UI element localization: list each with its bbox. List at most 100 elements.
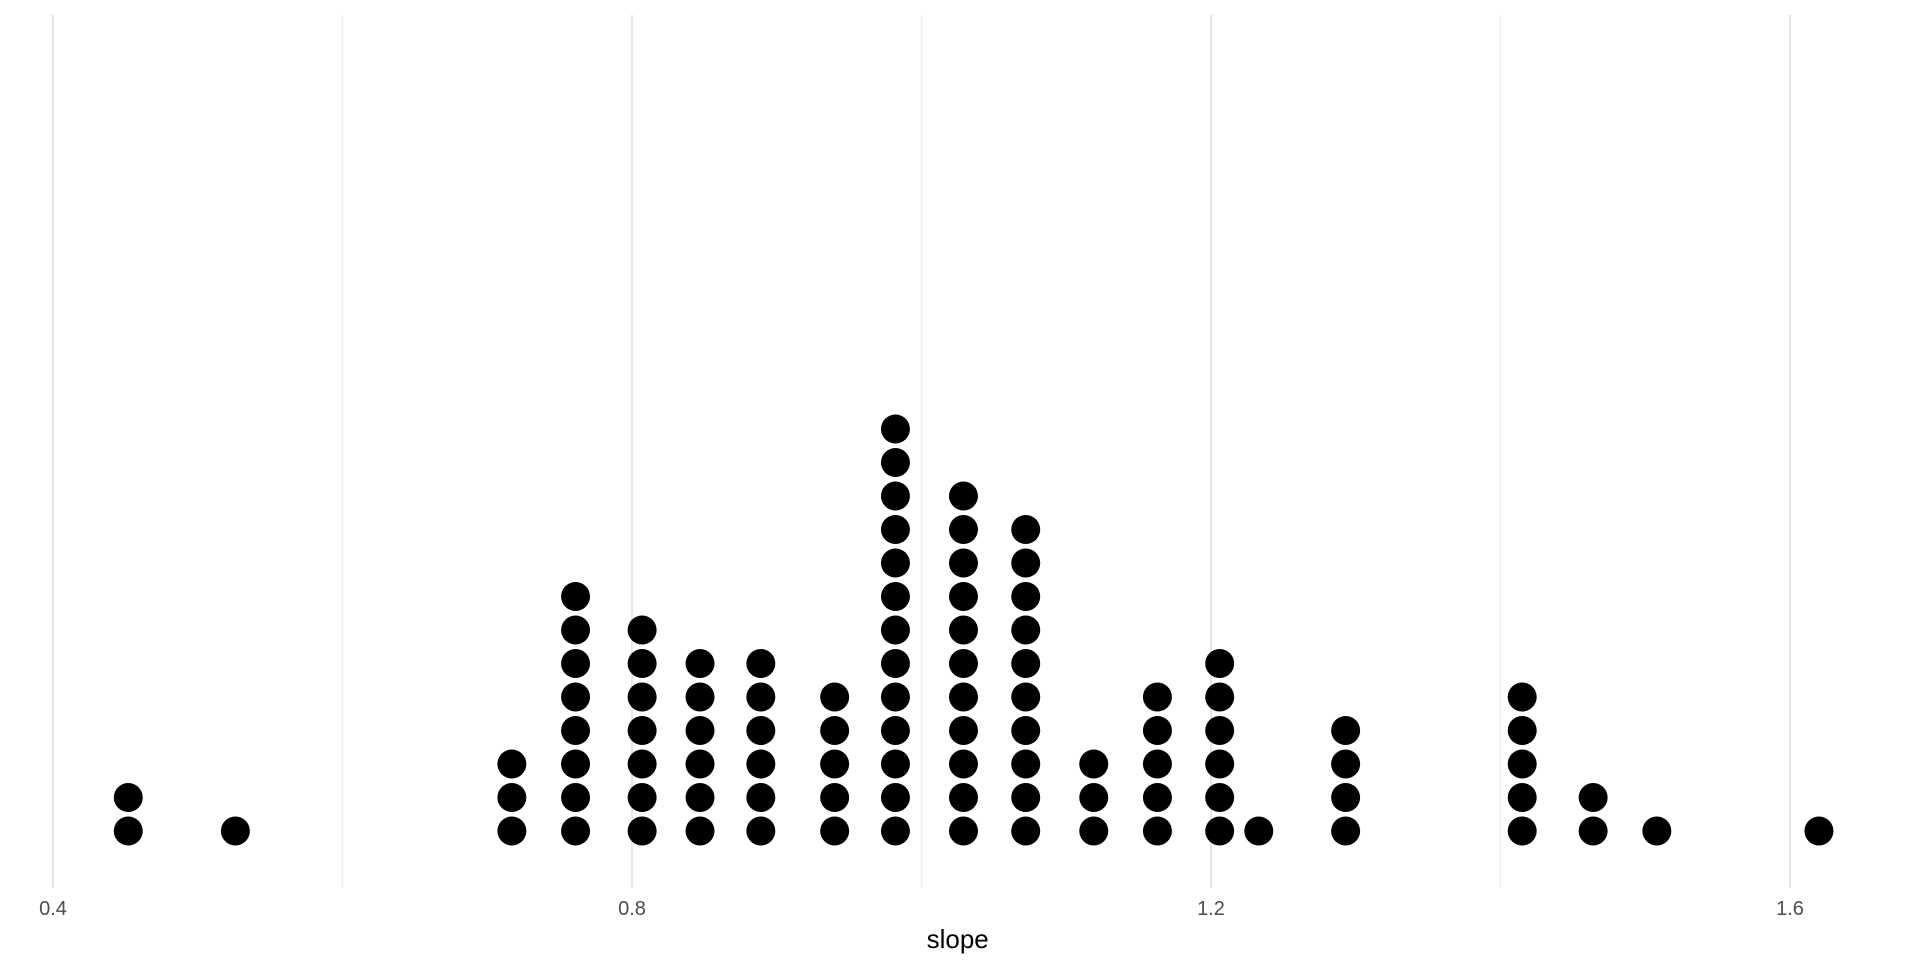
data-point	[880, 615, 910, 645]
dot-stack-10	[1011, 515, 1041, 846]
data-point	[880, 682, 910, 712]
data-point	[948, 783, 978, 812]
data-point	[1331, 716, 1361, 745]
dot-stack-13	[1205, 649, 1235, 846]
data-point	[685, 783, 715, 812]
data-point	[820, 682, 850, 712]
data-point	[746, 749, 776, 779]
dot-layer	[113, 414, 1834, 846]
data-point	[948, 582, 978, 611]
data-point	[1142, 783, 1172, 812]
data-point	[627, 783, 657, 812]
data-point	[948, 649, 978, 678]
data-point	[1578, 816, 1608, 846]
dot-stack-3	[561, 582, 591, 846]
data-point	[880, 582, 910, 611]
data-point	[746, 783, 776, 812]
data-point	[1011, 716, 1041, 745]
x-tick-labels: 0.4 0.8 1.2 1.6	[39, 898, 1804, 920]
data-point	[1507, 816, 1537, 846]
data-point	[497, 749, 527, 779]
x-tick-label: 0.8	[618, 898, 646, 920]
data-point	[880, 515, 910, 544]
data-point	[1011, 682, 1041, 712]
data-point	[561, 682, 591, 712]
data-point	[948, 615, 978, 645]
data-point	[880, 649, 910, 678]
x-axis-title: slope	[927, 924, 989, 954]
data-point	[880, 816, 910, 846]
x-tick-label: 1.2	[1197, 898, 1225, 920]
data-point	[1011, 816, 1041, 846]
data-point	[627, 649, 657, 678]
data-point	[1011, 749, 1041, 779]
data-point	[561, 749, 591, 779]
data-point	[113, 783, 143, 812]
data-point	[561, 582, 591, 611]
data-point	[820, 749, 850, 779]
dot-stack-4	[627, 615, 657, 846]
x-tick-label: 0.4	[39, 898, 67, 920]
data-point	[1507, 783, 1537, 812]
data-point	[1205, 749, 1235, 779]
data-point	[820, 783, 850, 812]
data-point	[948, 481, 978, 511]
minor-gridlines	[341, 15, 1502, 888]
data-point	[1642, 816, 1672, 846]
major-gridlines	[52, 15, 1791, 888]
data-point	[627, 816, 657, 846]
data-point	[497, 816, 527, 846]
data-point	[746, 816, 776, 846]
data-point	[880, 716, 910, 745]
data-point	[561, 716, 591, 745]
data-point	[561, 649, 591, 678]
data-point	[880, 749, 910, 779]
data-point	[685, 816, 715, 846]
data-point	[1079, 816, 1109, 846]
x-tick-label: 1.6	[1776, 898, 1804, 920]
data-point	[746, 716, 776, 745]
data-point	[220, 816, 250, 846]
data-point	[561, 816, 591, 846]
data-point	[627, 716, 657, 745]
data-point	[561, 615, 591, 645]
data-point	[685, 649, 715, 678]
data-point	[948, 749, 978, 779]
dot-stack-6	[746, 649, 776, 846]
data-point	[1244, 816, 1274, 846]
data-point	[1507, 716, 1537, 745]
dot-stack-1	[220, 816, 250, 846]
dot-stack-19	[1804, 816, 1834, 846]
data-point	[1079, 783, 1109, 812]
data-point	[1205, 716, 1235, 745]
data-point	[746, 649, 776, 678]
data-point	[1804, 816, 1834, 846]
data-point	[1011, 615, 1041, 645]
dot-stack-5	[685, 649, 715, 846]
data-point	[1578, 783, 1608, 812]
data-point	[1331, 783, 1361, 812]
data-point	[685, 716, 715, 745]
data-point	[685, 682, 715, 712]
data-point	[948, 682, 978, 712]
data-point	[948, 548, 978, 578]
data-point	[1079, 749, 1109, 779]
dot-stack-17	[1578, 783, 1608, 846]
data-point	[1331, 749, 1361, 779]
dot-stack-18	[1642, 816, 1672, 846]
data-point	[497, 783, 527, 812]
data-point	[1011, 783, 1041, 812]
data-point	[820, 816, 850, 846]
dot-stack-9	[948, 481, 978, 846]
data-point	[880, 783, 910, 812]
dot-stack-16	[1507, 682, 1537, 846]
data-point	[880, 448, 910, 477]
data-point	[1011, 515, 1041, 544]
data-point	[1011, 582, 1041, 611]
data-point	[113, 816, 143, 846]
data-point	[880, 414, 910, 444]
dot-stack-0	[113, 783, 143, 846]
data-point	[1011, 649, 1041, 678]
data-point	[627, 615, 657, 645]
